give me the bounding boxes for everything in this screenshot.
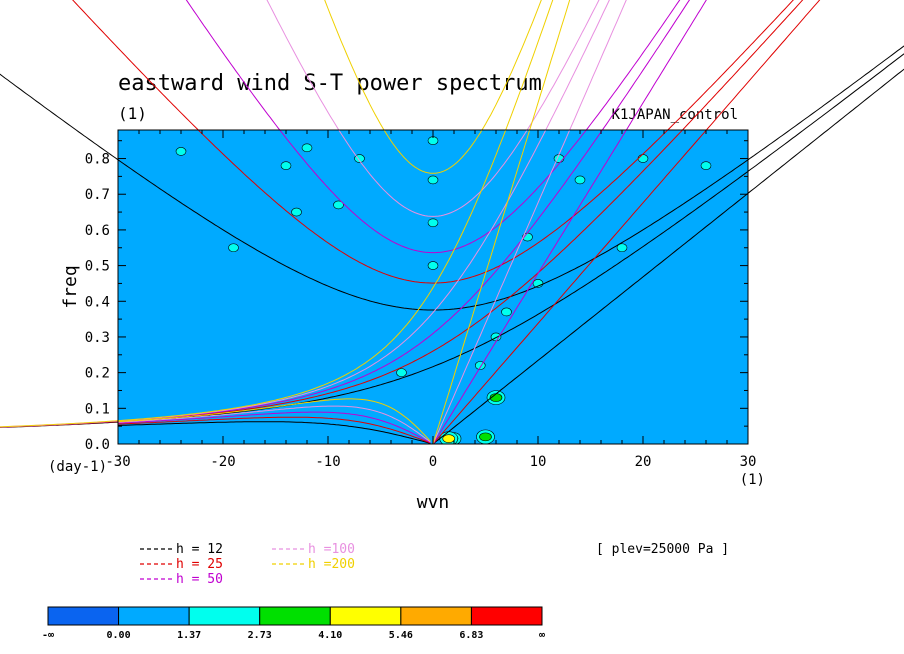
x-tick-label: 0 bbox=[429, 454, 437, 470]
kelvin-curve bbox=[432, 0, 707, 444]
y-tick-label: 0.6 bbox=[85, 223, 110, 239]
rossby-curve bbox=[117, 398, 431, 442]
colorbar-swatch bbox=[47, 606, 120, 626]
contour-patch bbox=[301, 143, 313, 153]
colorbar-swatch bbox=[188, 606, 261, 626]
y-tick-label: 0.7 bbox=[85, 187, 110, 203]
case-label: K1JAPAN_control bbox=[612, 107, 738, 123]
gravity-wave-curve bbox=[266, 0, 600, 217]
y-tick-label: 0.2 bbox=[85, 366, 110, 382]
y-tick-label: 0.5 bbox=[85, 259, 110, 275]
rossby-curve bbox=[117, 405, 431, 443]
gravity-wave-curve bbox=[185, 0, 681, 254]
contour-patch bbox=[616, 243, 628, 253]
legend-label: h = 50 bbox=[176, 572, 223, 587]
x-tick-label: 20 bbox=[635, 454, 652, 470]
contour-patch bbox=[700, 161, 712, 170]
rossby-curve bbox=[118, 421, 431, 444]
contour-patch bbox=[333, 200, 344, 210]
y-tick-label: 0.3 bbox=[85, 330, 110, 346]
rossby-curve bbox=[117, 416, 431, 444]
gravity-wave-curve bbox=[72, 0, 794, 284]
y-axis-label: freq bbox=[60, 265, 81, 308]
kelvin-curve bbox=[432, 0, 821, 444]
colorbar-label: 2.73 bbox=[248, 630, 272, 641]
colorbar: -∞ 0.00 1.37 2.73 4.10 5.46 6.83 ∞ bbox=[42, 606, 545, 641]
legend-label: h = 12 bbox=[176, 542, 223, 557]
colorbar-label: -∞ bbox=[42, 630, 54, 641]
contour-patch bbox=[479, 432, 492, 442]
contour-patch bbox=[427, 218, 439, 228]
x-tick-label: 30 bbox=[740, 454, 757, 470]
contour-patch bbox=[228, 243, 239, 253]
legend-label: h =100 bbox=[308, 542, 355, 557]
contour-patch bbox=[501, 307, 512, 317]
x-tick-label: 10 bbox=[530, 454, 547, 470]
contour-patch bbox=[427, 175, 439, 185]
colorbar-swatch bbox=[329, 606, 402, 626]
colorbar-swatch bbox=[470, 606, 543, 626]
kelvin-curve bbox=[432, 0, 571, 444]
axes: -30 -20 -10 0 10 20 30 0.0 0.1 0.2 0.3 0.4 0.5 0.6 0.7… bbox=[85, 130, 757, 470]
kelvin-curve bbox=[432, 0, 627, 444]
y-tick-label: 0.8 bbox=[85, 152, 110, 168]
units-label: (1) bbox=[118, 104, 147, 123]
y-tick-label: 0.0 bbox=[85, 437, 110, 453]
contour-patch bbox=[442, 434, 456, 443]
x-unit-label: (1) bbox=[740, 472, 765, 488]
contour-patch bbox=[574, 175, 586, 185]
rossby-curve bbox=[117, 411, 431, 444]
legend-label: h = 25 bbox=[176, 557, 223, 572]
y-tick-label: 0.4 bbox=[85, 294, 110, 310]
colorbar-label: 5.46 bbox=[389, 630, 413, 641]
colorbar-swatch bbox=[400, 606, 472, 626]
contour-patch bbox=[474, 361, 486, 370]
gravity-wave-curve bbox=[324, 0, 542, 174]
contour-patch bbox=[637, 154, 649, 163]
colorbar-label: ∞ bbox=[539, 630, 545, 641]
colorbar-label: 4.10 bbox=[318, 630, 342, 641]
contour-patch bbox=[175, 147, 187, 156]
legend-label: h =200 bbox=[308, 557, 355, 572]
x-tick-label: -30 bbox=[105, 454, 130, 470]
kelvin-curve bbox=[432, 68, 904, 444]
colorbar-label: 6.83 bbox=[459, 630, 483, 641]
y-unit-label: (day-1) bbox=[48, 459, 107, 475]
colorbar-swatch bbox=[259, 606, 331, 626]
chart-title: eastward wind S-T power spectrum bbox=[118, 71, 542, 96]
x-tick-label: -10 bbox=[315, 454, 340, 470]
y-tick-label: 0.1 bbox=[85, 401, 110, 417]
contour-patch bbox=[291, 207, 302, 217]
contour-patch bbox=[396, 368, 407, 377]
level-label: [ plev=25000 Pa ] bbox=[596, 542, 729, 557]
x-tick-label: -20 bbox=[210, 454, 235, 470]
contour-patch bbox=[427, 261, 439, 270]
colorbar-swatch bbox=[118, 606, 190, 626]
contour-patch bbox=[280, 161, 292, 170]
colorbar-label: 1.37 bbox=[177, 630, 201, 641]
colorbar-label: 0.00 bbox=[107, 630, 131, 641]
x-axis-label: wvn bbox=[417, 492, 450, 513]
